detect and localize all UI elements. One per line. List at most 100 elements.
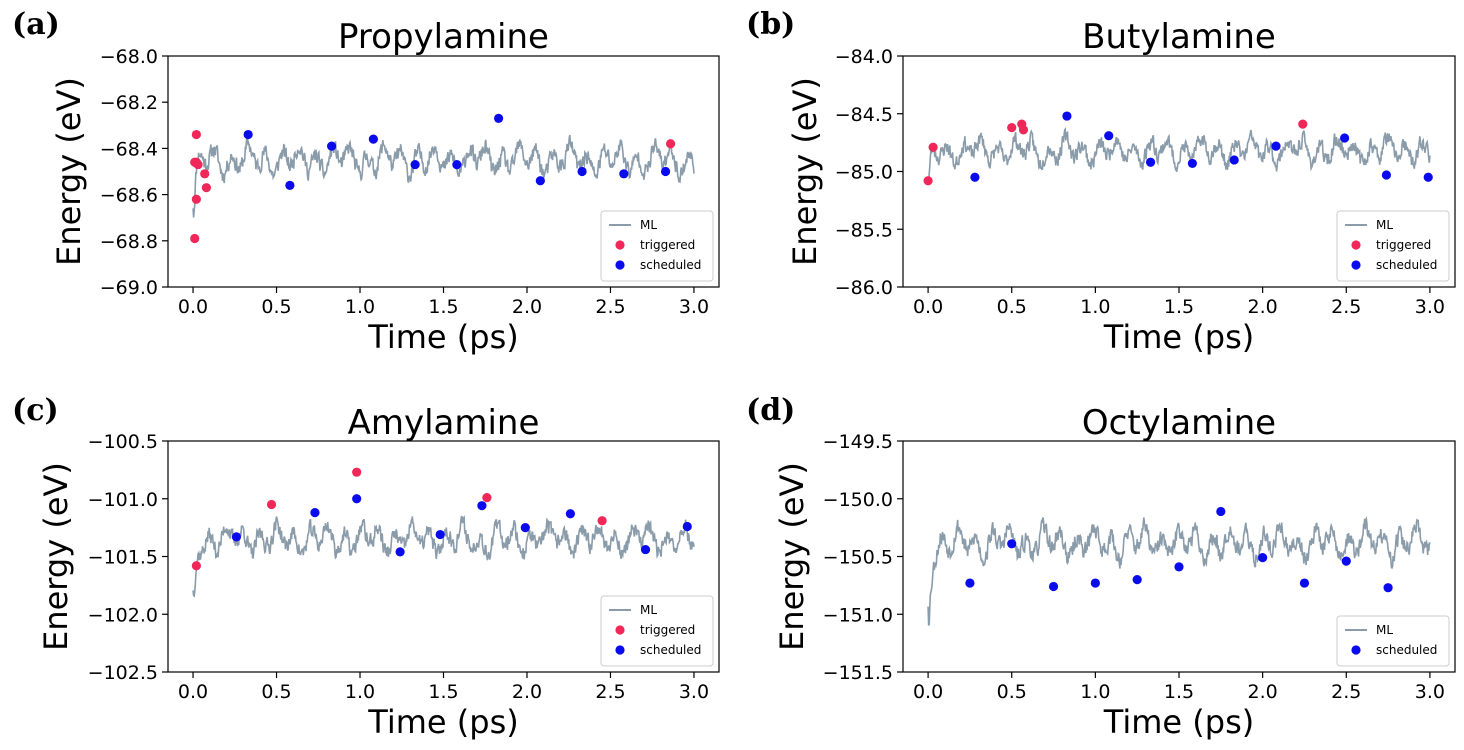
legend-label: ML (1376, 218, 1393, 232)
legend-box (600, 595, 714, 667)
scheduled-point (1383, 583, 1393, 593)
x-tick-label: 0.0 (913, 296, 943, 318)
scheduled-point (1258, 553, 1268, 563)
scheduled-point (435, 529, 445, 540)
legend-box (1336, 210, 1450, 282)
legend-label: ML (640, 603, 657, 617)
legend-label: scheduled (640, 643, 701, 657)
scheduled-point (640, 544, 651, 555)
panel-letter: (a) (12, 7, 60, 42)
y-tick-label: −84.0 (835, 46, 893, 68)
x-tick-label: 1.5 (428, 681, 458, 703)
scheduled-point (1299, 578, 1310, 588)
x-tick-label: 1.0 (345, 681, 375, 703)
y-tick-label: −151.0 (823, 604, 893, 626)
x-tick-label: 2.5 (595, 681, 625, 703)
chart-title: Butylamine (1082, 17, 1276, 57)
scheduled-point (1381, 170, 1392, 180)
legend-label: scheduled (1376, 643, 1437, 657)
triggered-point (597, 516, 607, 526)
legend-label: ML (640, 218, 657, 232)
panel-letter: (d) (746, 393, 795, 428)
legend-scheduled-swatch (615, 260, 625, 270)
y-tick-label: −86.0 (835, 277, 893, 299)
legend-box (600, 210, 714, 282)
y-tick-label: −68.6 (100, 185, 158, 207)
y-tick-label: −85.0 (835, 162, 893, 184)
y-tick-label: −151.5 (823, 662, 893, 684)
scheduled-series (231, 494, 692, 557)
scheduled-series (970, 111, 1433, 182)
scheduled-point (520, 523, 530, 533)
scheduled-series (965, 506, 1393, 593)
x-tick-label: 3.0 (679, 681, 709, 703)
panel-2: (b) Butylamine 0.0 0.5 1.0 1.5 2.0 2.5 3.0 −86.0 −… (746, 7, 1456, 356)
scheduled-series (243, 113, 671, 190)
legend-triggered-swatch (1351, 240, 1361, 250)
scheduled-point (1104, 131, 1114, 141)
legend-label: triggered (640, 238, 695, 252)
y-tick-label: −68.4 (100, 138, 158, 160)
ml-series (927, 127, 1431, 182)
x-tick-label: 2.5 (1331, 681, 1361, 703)
scheduled-point (619, 169, 629, 179)
legend-label: triggered (640, 623, 695, 637)
scheduled-point (1145, 157, 1156, 167)
scheduled-point (285, 180, 295, 190)
y-tick-label: −84.5 (835, 104, 893, 126)
x-tick-label: 0.0 (178, 296, 208, 318)
y-axis-label: Energy (eV) (773, 462, 811, 651)
x-tick-label: 1.5 (1164, 296, 1194, 318)
triggered-series (191, 467, 607, 571)
triggered-point (482, 492, 492, 503)
y-tick-label: −69.0 (100, 277, 158, 299)
x-tick-label: 2.5 (1331, 296, 1361, 318)
triggered-point (201, 183, 212, 193)
x-tick-label: 2.0 (1248, 296, 1278, 318)
scheduled-point (682, 521, 692, 532)
scheduled-point (1216, 506, 1226, 517)
x-tick-label: 1.0 (1080, 681, 1110, 703)
triggered-series (190, 129, 676, 244)
chart-title: Amylamine (348, 403, 540, 443)
x-axis-label: Time (ps) (367, 703, 518, 741)
y-tick-label: −102.0 (88, 604, 158, 626)
x-tick-label: 2.5 (595, 296, 625, 318)
panel-letter: (c) (12, 393, 59, 428)
triggered-point (923, 176, 933, 186)
ml-line (192, 515, 695, 598)
scheduled-point (352, 494, 362, 504)
y-tick-label: −100.5 (88, 431, 158, 453)
legend: ML scheduled (1336, 615, 1450, 667)
x-tick-label: 0.5 (261, 296, 291, 318)
triggered-point (928, 142, 938, 152)
scheduled-point (1341, 556, 1351, 566)
panel-3: (c) Amylamine 0.0 0.5 1.0 1.5 2.0 2.5 3.0 −102.5 −… (12, 393, 720, 741)
y-axis-label: Energy (eV) (786, 77, 824, 266)
legend-label: ML (1376, 623, 1393, 637)
triggered-point (266, 499, 277, 510)
scheduled-point (1007, 539, 1017, 549)
triggered-point (191, 194, 201, 204)
x-tick-label: 2.0 (1248, 681, 1278, 703)
legend-box (1336, 615, 1450, 667)
scheduled-point (1090, 578, 1100, 588)
scheduled-point (1187, 158, 1197, 169)
legend: ML triggered scheduled (600, 210, 714, 282)
legend: ML triggered scheduled (1336, 210, 1450, 282)
triggered-point (191, 561, 201, 571)
legend-scheduled-swatch (1351, 645, 1361, 655)
scheduled-point (310, 508, 320, 518)
x-tick-label: 1.0 (1080, 296, 1110, 318)
scheduled-point (535, 176, 545, 186)
scheduled-point (660, 166, 671, 177)
scheduled-point (1340, 133, 1350, 143)
scheduled-point (494, 113, 504, 123)
x-tick-label: 0.5 (997, 296, 1027, 318)
triggered-point (190, 233, 200, 244)
scheduled-point (1132, 575, 1142, 585)
y-axis-label: Energy (eV) (50, 77, 88, 266)
scheduled-point (368, 134, 378, 144)
y-tick-label: −149.5 (823, 431, 893, 453)
